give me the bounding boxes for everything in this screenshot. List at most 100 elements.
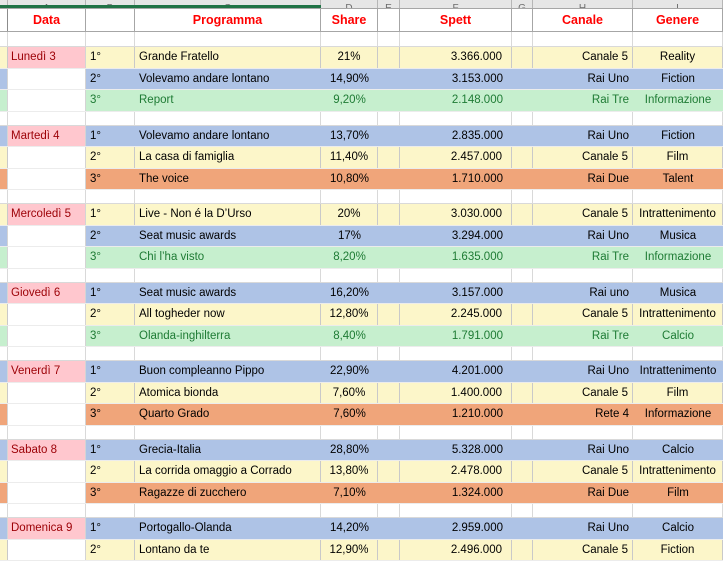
row-header-gutter[interactable]: [0, 68, 8, 89]
cell-spacer[interactable]: [378, 404, 400, 425]
header-spacer[interactable]: [0, 9, 8, 31]
cell-spacer[interactable]: [512, 247, 533, 268]
header-spett[interactable]: Spett: [400, 9, 512, 31]
cell-canale[interactable]: Canale 5: [533, 461, 633, 482]
empty-cell[interactable]: [135, 268, 321, 282]
cell-day-label[interactable]: Lunedì 3: [8, 47, 86, 68]
cell-rank[interactable]: 2°: [86, 147, 135, 168]
row-header-gutter[interactable]: [0, 404, 8, 425]
cell-spett[interactable]: 1.635.000: [400, 247, 512, 268]
empty-cell[interactable]: [400, 190, 512, 203]
cell-data[interactable]: [8, 247, 86, 268]
cell-spett[interactable]: 5.328.000: [400, 439, 512, 460]
cell-spacer[interactable]: [378, 539, 400, 560]
row-header-gutter[interactable]: [0, 225, 8, 246]
cell-rank[interactable]: 1°: [86, 439, 135, 460]
cell-spacer[interactable]: [378, 304, 400, 325]
cell-spacer[interactable]: [378, 68, 400, 89]
empty-cell[interactable]: [135, 504, 321, 517]
empty-cell[interactable]: [86, 425, 135, 439]
cell-data[interactable]: [8, 382, 86, 403]
row-header-gutter[interactable]: [0, 539, 8, 560]
cell-data[interactable]: [8, 304, 86, 325]
row-header-gutter[interactable]: [0, 47, 8, 68]
cell-genere[interactable]: Calcio: [633, 325, 723, 346]
cell-share[interactable]: 16,20%: [321, 282, 378, 303]
cell-data[interactable]: [8, 539, 86, 560]
empty-cell[interactable]: [8, 504, 86, 517]
cell-spacer[interactable]: [512, 90, 533, 111]
cell-spacer[interactable]: [378, 147, 400, 168]
empty-cell[interactable]: [86, 32, 135, 46]
cell-canale[interactable]: Rai Uno: [533, 125, 633, 146]
column-letter[interactable]: E: [378, 0, 400, 8]
cell-spett[interactable]: 3.153.000: [400, 68, 512, 89]
cell-share[interactable]: 7,60%: [321, 404, 378, 425]
cell-share[interactable]: 12,90%: [321, 539, 378, 560]
cell-programma[interactable]: La casa di famiglia: [135, 147, 321, 168]
cell-share[interactable]: 12,80%: [321, 304, 378, 325]
cell-programma[interactable]: La corrida omaggio a Corrado: [135, 461, 321, 482]
empty-cell[interactable]: [378, 347, 400, 360]
row-header-gutter[interactable]: [0, 247, 8, 268]
header-programma[interactable]: Programma: [135, 9, 321, 31]
row-header-gutter[interactable]: [0, 518, 8, 539]
cell-rank[interactable]: 1°: [86, 361, 135, 382]
cell-canale[interactable]: Rai Tre: [533, 325, 633, 346]
cell-genere[interactable]: Intrattenimento: [633, 204, 723, 225]
cell-rank[interactable]: 3°: [86, 404, 135, 425]
cell-canale[interactable]: Canale 5: [533, 147, 633, 168]
cell-canale[interactable]: Rai Uno: [533, 361, 633, 382]
cell-day-label[interactable]: Martedì 4: [8, 125, 86, 146]
empty-cell[interactable]: [633, 111, 723, 125]
cell-rank[interactable]: 1°: [86, 282, 135, 303]
empty-cell[interactable]: [400, 111, 512, 125]
row-header-gutter[interactable]: [0, 382, 8, 403]
cell-programma[interactable]: Volevamo andare lontano: [135, 68, 321, 89]
cell-canale[interactable]: Rai Due: [533, 168, 633, 189]
cell-genere[interactable]: Informazione: [633, 90, 723, 111]
cell-rank[interactable]: 2°: [86, 539, 135, 560]
cell-spett[interactable]: 1.710.000: [400, 168, 512, 189]
cell-spacer[interactable]: [512, 168, 533, 189]
cell-day-label[interactable]: Domenica 9: [8, 518, 86, 539]
cell-share[interactable]: 21%: [321, 47, 378, 68]
empty-cell[interactable]: [633, 190, 723, 203]
cell-share[interactable]: 10,80%: [321, 168, 378, 189]
cell-spacer[interactable]: [378, 90, 400, 111]
cell-spett[interactable]: 3.157.000: [400, 282, 512, 303]
cell-genere[interactable]: Fiction: [633, 125, 723, 146]
cell-genere[interactable]: Talent: [633, 168, 723, 189]
cell-canale[interactable]: Canale 5: [533, 382, 633, 403]
cell-canale[interactable]: Rai Uno: [533, 439, 633, 460]
row-header-gutter[interactable]: [0, 125, 8, 146]
cell-day-label[interactable]: Sabato 8: [8, 439, 86, 460]
empty-cell[interactable]: [533, 347, 633, 360]
cell-share[interactable]: 22,90%: [321, 361, 378, 382]
cell-programma[interactable]: Seat music awards: [135, 282, 321, 303]
empty-cell[interactable]: [0, 504, 8, 517]
empty-cell[interactable]: [86, 268, 135, 282]
cell-spacer[interactable]: [378, 325, 400, 346]
cell-spett[interactable]: 2.959.000: [400, 518, 512, 539]
cell-spacer[interactable]: [512, 404, 533, 425]
cell-share[interactable]: 11,40%: [321, 147, 378, 168]
cell-spett[interactable]: 2.148.000: [400, 90, 512, 111]
empty-cell[interactable]: [533, 190, 633, 203]
cell-programma[interactable]: Quarto Grado: [135, 404, 321, 425]
cell-programma[interactable]: Grande Fratello: [135, 47, 321, 68]
cell-spacer[interactable]: [378, 225, 400, 246]
cell-programma[interactable]: Chi l’ha visto: [135, 247, 321, 268]
cell-spett[interactable]: 2.457.000: [400, 147, 512, 168]
empty-cell[interactable]: [400, 425, 512, 439]
cell-share[interactable]: 13,80%: [321, 461, 378, 482]
cell-rank[interactable]: 1°: [86, 125, 135, 146]
column-letter[interactable]: H: [533, 0, 633, 8]
cell-genere[interactable]: Fiction: [633, 68, 723, 89]
cell-rank[interactable]: 2°: [86, 461, 135, 482]
row-header-gutter[interactable]: [0, 461, 8, 482]
row-header-gutter[interactable]: [0, 325, 8, 346]
empty-cell[interactable]: [0, 347, 8, 360]
empty-cell[interactable]: [8, 190, 86, 203]
empty-cell[interactable]: [8, 425, 86, 439]
